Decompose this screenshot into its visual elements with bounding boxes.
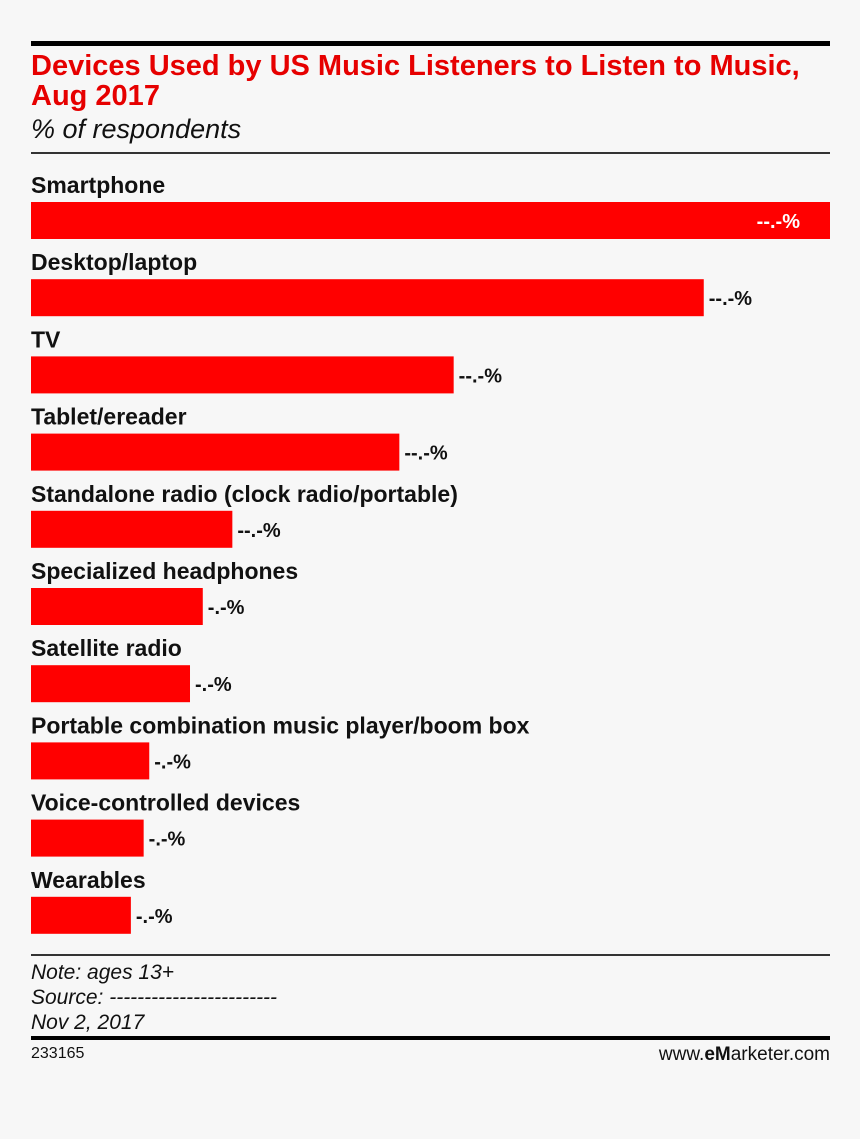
subtitle-rule <box>31 152 830 154</box>
category-label: Wearables <box>31 867 146 893</box>
brand-bold: eM <box>704 1044 731 1065</box>
value-label: --.-% <box>404 443 448 465</box>
value-label: --.-% <box>757 211 801 233</box>
bar <box>31 665 191 703</box>
bar <box>31 742 150 780</box>
category-label: Standalone radio (clock radio/portable) <box>31 481 458 507</box>
bar <box>31 896 131 934</box>
category-label: TV <box>31 326 61 352</box>
bar <box>31 819 144 857</box>
category-label: Tablet/ereader <box>31 404 187 430</box>
value-label: -.-% <box>149 829 186 851</box>
category-label: Voice-controlled devices <box>31 790 300 816</box>
chart-id: 233165 <box>31 1045 85 1062</box>
category-label: Specialized headphones <box>31 558 298 584</box>
value-label: -.-% <box>136 906 173 928</box>
note-text: Note: ages 13+ <box>31 961 175 984</box>
source-text: Source: ------------------------ <box>31 986 278 1009</box>
bar <box>31 202 830 239</box>
footnote-rule <box>31 954 830 956</box>
bar <box>31 510 233 548</box>
bar <box>31 279 704 317</box>
chart-subtitle: % of respondents <box>31 114 242 144</box>
bar <box>31 588 203 625</box>
value-label: -.-% <box>208 597 245 619</box>
bar-chart: Smartphone --.-% Desktop/laptop --.-% TV --.-… <box>31 172 830 934</box>
category-label: Satellite radio <box>31 635 182 661</box>
value-label: -.-% <box>195 674 232 696</box>
footnotes: Note: ages 13+ Source: -----------------… <box>31 960 277 1035</box>
date-text: Nov 2, 2017 <box>31 1011 145 1034</box>
category-label: Smartphone <box>31 172 165 198</box>
bar <box>31 356 454 394</box>
category-label: Portable combination music player/boom b… <box>31 712 530 738</box>
bar <box>31 433 400 471</box>
bottom-rule <box>31 1036 830 1040</box>
category-label: Desktop/laptop <box>31 249 197 275</box>
brand-url[interactable]: www.eMarketer.com <box>659 1044 830 1066</box>
value-label: --.-% <box>459 365 503 387</box>
brand-prefix: www. <box>658 1044 705 1065</box>
brand-rest: arketer.com <box>730 1044 830 1065</box>
top-rule <box>31 41 830 46</box>
value-label: --.-% <box>709 288 753 310</box>
value-label: -.-% <box>154 751 191 773</box>
chart-title: Devices Used by US Music Listeners to Li… <box>31 50 800 112</box>
value-label: --.-% <box>237 520 281 542</box>
